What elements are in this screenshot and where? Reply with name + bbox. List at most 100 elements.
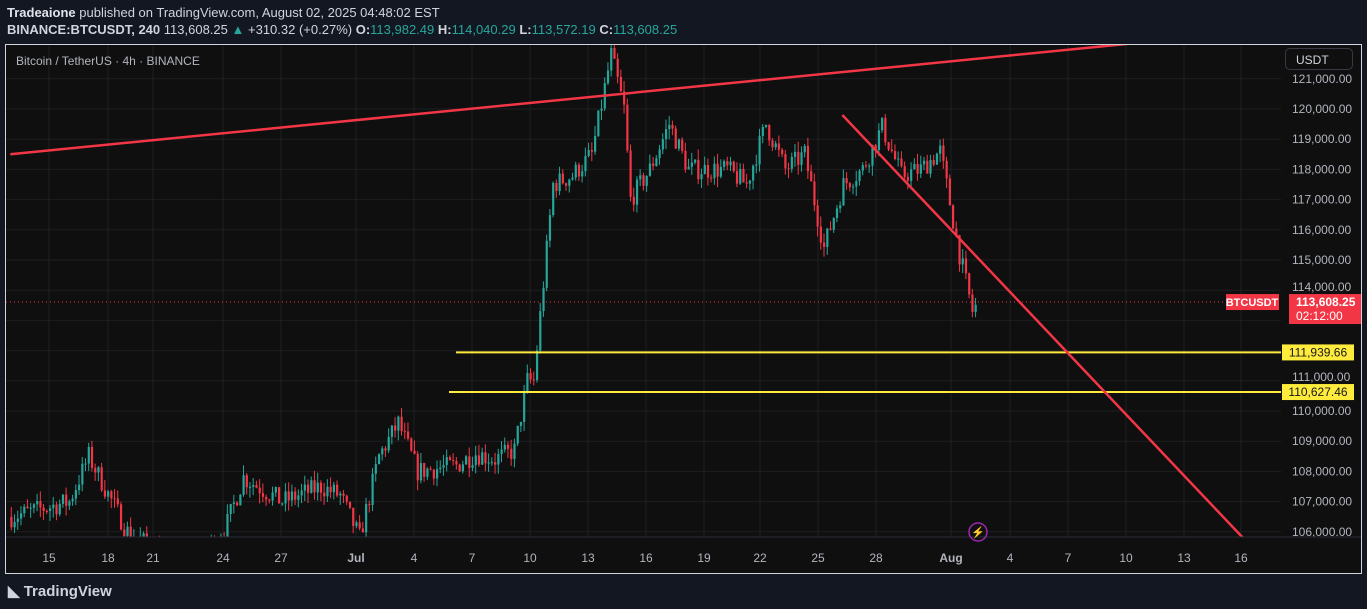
candle-body [519, 421, 523, 426]
price-tick: 116,000.00 [1292, 223, 1351, 237]
candle-body [739, 168, 742, 184]
low: 113,572.19 [531, 22, 596, 37]
candle-body [529, 373, 532, 380]
candle-body [535, 350, 539, 380]
candle-body [881, 117, 884, 131]
candle-body [55, 504, 58, 515]
candle-body [107, 491, 110, 497]
lightning-event-icon [968, 522, 988, 542]
candle-body [345, 495, 348, 502]
time-tick: Aug [939, 551, 962, 565]
price-tick: 119,000.00 [1292, 132, 1351, 146]
candle-body [855, 181, 858, 187]
candle-body [419, 463, 423, 481]
candle-body [703, 165, 706, 175]
time-tick: 4 [411, 551, 418, 565]
candle-body [410, 438, 413, 451]
level-label: 110,627.46 [1288, 385, 1347, 399]
chart-frame[interactable]: 121,000.00 120,000.00 119,000.00 118,000.00… [5, 44, 1362, 574]
candle-body [645, 175, 648, 186]
candle-body [400, 416, 403, 432]
candle-body [797, 151, 800, 165]
candle-body [861, 165, 864, 171]
candle-body [365, 504, 368, 533]
candle-body [687, 166, 690, 170]
price-tick: 107,000.00 [1292, 495, 1352, 509]
candle-body [700, 174, 703, 180]
candle-body [729, 161, 732, 166]
candle-body [371, 473, 374, 505]
price-tick: 118,000.00 [1292, 162, 1351, 176]
candle-body [245, 475, 248, 488]
candle-body [29, 507, 32, 509]
candle-body [255, 485, 258, 488]
candle-body [813, 181, 816, 206]
o-label: O: [355, 22, 371, 37]
price-tick: 121,000.00 [1292, 72, 1352, 86]
candle-body [839, 205, 842, 209]
candle-body [326, 486, 329, 497]
candle-body [664, 129, 668, 140]
candle-body [594, 136, 597, 152]
price-tick: 114,000.00 [1292, 280, 1351, 294]
candle-body [716, 163, 719, 177]
published-text: published on TradingView.com, August 02,… [79, 5, 440, 20]
candle-body [848, 183, 851, 188]
candle-body [829, 228, 832, 230]
time-tick: 7 [1065, 551, 1072, 565]
candle-body [406, 431, 410, 439]
candle-body [497, 454, 500, 465]
candle-body [961, 258, 964, 265]
candle-body [226, 513, 229, 541]
candle-body [119, 504, 123, 530]
chart-svg[interactable]: 121,000.00 120,000.00 119,000.00 118,000.00… [6, 45, 1361, 573]
candle-body [823, 242, 826, 247]
time-tick: 15 [42, 551, 56, 565]
candle-body [810, 171, 813, 182]
candle-body [539, 311, 542, 351]
candle-body [626, 104, 629, 151]
candle-body [571, 177, 574, 180]
candle-body [726, 161, 729, 166]
candle-body [545, 240, 548, 288]
candle-body [397, 416, 400, 431]
candle-body [558, 173, 561, 192]
candle-body [348, 501, 352, 508]
candle-body [503, 444, 506, 450]
tradingview-logo: ◣ TradingView [8, 582, 112, 600]
candle-body [78, 484, 81, 491]
candle-body [619, 76, 623, 92]
symbol-label: BTCUSDT [1226, 297, 1279, 309]
candle-body [713, 163, 716, 179]
candle-body [381, 448, 384, 455]
candle-body [71, 498, 74, 502]
candle-body [581, 171, 584, 177]
candle-body [429, 468, 432, 470]
candle-body [339, 493, 342, 496]
l-label: L: [519, 22, 532, 37]
candle-body [929, 160, 932, 174]
candle-body [94, 467, 97, 473]
candle-body [694, 159, 697, 163]
candle-body [877, 130, 881, 150]
currency-button[interactable]: USDT [1285, 48, 1353, 70]
candle-body [261, 493, 265, 497]
candle-body [697, 159, 700, 180]
candle-body [674, 128, 677, 149]
time-tick: 16 [1234, 551, 1248, 565]
candle-body [432, 469, 435, 479]
candle-body [87, 447, 90, 464]
candle-body [61, 494, 65, 504]
candle-body [906, 176, 910, 181]
candle-body [403, 431, 406, 433]
time-tick: 27 [274, 551, 288, 565]
candle-body [97, 467, 100, 473]
candle-body [868, 165, 871, 167]
candle-body [332, 484, 335, 493]
candle-body [893, 151, 897, 160]
candle-body [816, 205, 819, 227]
candle-body [74, 490, 77, 499]
candle-body [935, 153, 939, 165]
candle-body [887, 142, 890, 150]
candle-body [955, 228, 958, 236]
